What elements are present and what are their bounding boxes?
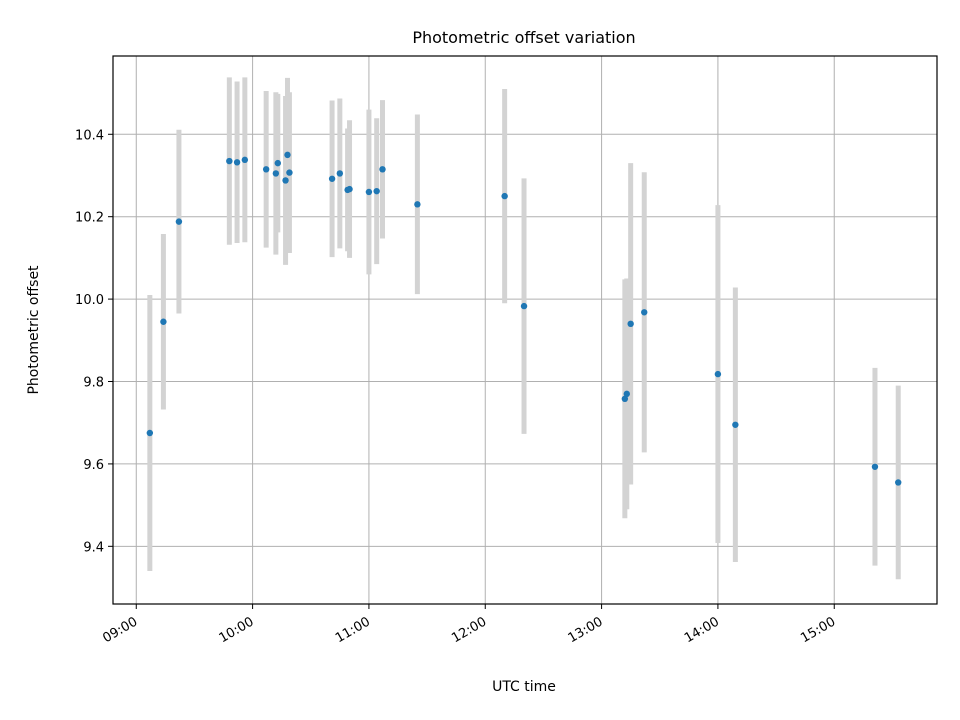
- data-point: [895, 479, 902, 486]
- data-point: [520, 302, 528, 310]
- y-tick-label: 9.4: [83, 540, 104, 555]
- x-tick-label: 15:00: [798, 614, 838, 646]
- data-point: [286, 169, 293, 176]
- data-point: [732, 421, 739, 428]
- data-point: [871, 463, 879, 470]
- data-point: [272, 170, 280, 177]
- error-bars: [147, 77, 901, 580]
- y-tick-label: 10.0: [75, 293, 104, 308]
- y-tick-label: 9.8: [83, 376, 104, 391]
- y-tick-label: 9.6: [83, 458, 104, 473]
- x-tick-label: 12:00: [449, 614, 489, 646]
- data-point: [146, 429, 154, 437]
- data-point: [501, 192, 508, 200]
- y-tick-label: 10.4: [75, 128, 104, 143]
- y-tick-label: 10.2: [75, 211, 104, 226]
- data-point: [328, 175, 336, 182]
- data-point: [274, 159, 281, 167]
- data-point: [346, 185, 353, 193]
- data-point: [160, 318, 167, 325]
- data-point: [233, 159, 241, 166]
- data-point: [284, 151, 291, 159]
- data-point: [241, 156, 249, 164]
- data-points: [146, 151, 902, 486]
- data-point: [262, 166, 270, 173]
- chart-title: Photometric offset variation: [412, 28, 635, 47]
- data-point: [714, 370, 722, 378]
- x-tick-label: 13:00: [566, 614, 606, 646]
- data-point: [175, 218, 183, 225]
- x-axis-ticks: 09:00 10:00 11:00 12:00 13:00 14:00 15:00: [100, 604, 838, 646]
- data-point: [365, 188, 373, 196]
- x-tick-label: 11:00: [333, 614, 373, 646]
- data-point: [282, 177, 289, 184]
- data-point: [226, 157, 233, 165]
- x-tick-label: 10:00: [217, 614, 257, 646]
- y-axis-label: Photometric offset: [26, 265, 42, 395]
- x-axis-label: UTC time: [492, 679, 556, 695]
- x-tick-label: 14:00: [682, 614, 722, 646]
- plot-frame: [112, 55, 938, 605]
- data-point: [379, 166, 386, 173]
- y-axis-ticks: 9.4 9.6 9.8 10.0 10.2 10.4: [75, 128, 113, 555]
- data-point: [621, 395, 629, 403]
- data-point: [373, 187, 380, 195]
- data-point: [336, 170, 344, 177]
- data-point: [641, 309, 648, 316]
- data-point: [627, 320, 634, 328]
- data-point: [414, 201, 421, 208]
- x-tick-label: 09:00: [100, 614, 140, 646]
- data-point: [623, 390, 630, 398]
